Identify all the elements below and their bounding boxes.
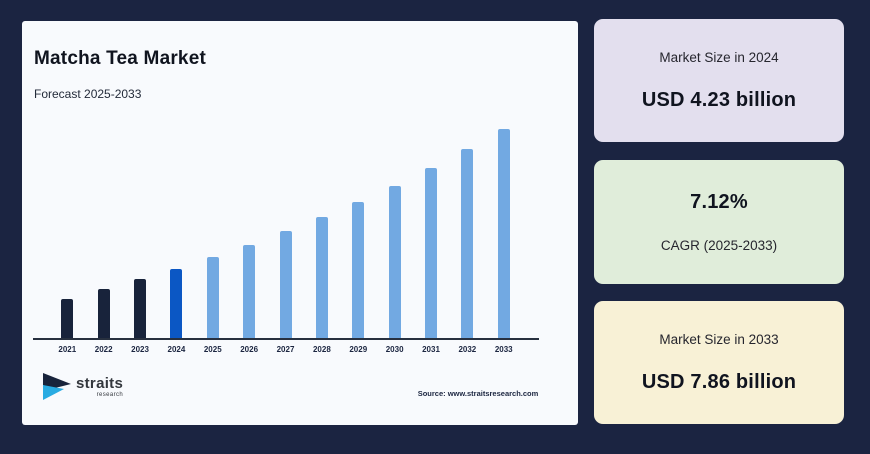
bar-chart-plot-area <box>22 116 578 339</box>
stat-card-label: Market Size in 2024 <box>659 49 779 65</box>
stat-card-label: CAGR (2025-2033) <box>660 238 778 253</box>
bar-2023 <box>134 279 147 339</box>
logo-arrow-icon <box>43 373 71 400</box>
bar-2027 <box>279 231 292 339</box>
x-axis-label-2033: 2033 <box>494 345 513 354</box>
x-axis-label-2026: 2026 <box>240 345 259 354</box>
x-axis-label-2027: 2027 <box>276 345 295 354</box>
bar-2031 <box>425 168 437 339</box>
x-axis-label-2022: 2022 <box>94 345 113 354</box>
bar-2030 <box>388 186 401 339</box>
bar-2029 <box>352 202 365 339</box>
bar-2032 <box>461 149 474 339</box>
x-axis-label-2021: 2021 <box>58 345 77 354</box>
chart-title: Matcha Tea Market <box>34 48 206 69</box>
stat-card-value: 7.12% <box>690 191 748 213</box>
chart-subtitle: Forecast 2025-2033 <box>34 87 142 101</box>
source-note: Source: www.straitsresearch.com <box>417 389 539 398</box>
stat-card-label: Market Size in 2033 <box>659 331 779 347</box>
bar-2024 <box>170 269 183 339</box>
bar-2033 <box>497 129 510 339</box>
x-axis-label-2024: 2024 <box>167 345 186 354</box>
chart-card: Matcha Tea Market Forecast 2025-2033 202… <box>22 21 578 425</box>
bar-2022 <box>97 289 110 339</box>
x-axis-label-2023: 2023 <box>131 345 149 354</box>
bar-chart: 2021 2022 2023 2024 2025 2026 2027 2028 2029 2030… <box>22 21 578 425</box>
bar-2028 <box>315 217 328 339</box>
stat-card-value: USD 4.23 billion <box>641 88 797 111</box>
stat-card-cagr: 7.12% CAGR (2025-2033) <box>594 160 844 284</box>
straits-research-logo: straits research <box>42 373 123 401</box>
x-axis-label-2029: 2029 <box>349 345 368 354</box>
bar-2026 <box>243 245 256 339</box>
logo-text: straits research <box>76 376 123 398</box>
x-axis-label-2031: 2031 <box>422 345 440 354</box>
x-axis-labels: 2021 2022 2023 2024 2025 2026 2027 2028 2029 2030… <box>22 345 578 357</box>
x-axis-label-2030: 2030 <box>385 345 404 354</box>
x-axis-label-2032: 2032 <box>458 345 477 354</box>
x-axis-line <box>33 338 539 340</box>
logo-name: straits <box>76 375 124 392</box>
x-axis-label-2025: 2025 <box>203 345 222 354</box>
stat-card-market-size-2033: Market Size in 2033 USD 7.86 billion <box>594 301 844 424</box>
bar-2025 <box>206 257 219 339</box>
stat-card-value: USD 7.86 billion <box>641 370 797 393</box>
bar-2021 <box>61 299 74 339</box>
x-axis-label-2028: 2028 <box>312 345 331 354</box>
logo-tagline: research <box>96 392 124 398</box>
stat-card-market-size-2024: Market Size in 2024 USD 4.23 billion <box>594 19 844 142</box>
